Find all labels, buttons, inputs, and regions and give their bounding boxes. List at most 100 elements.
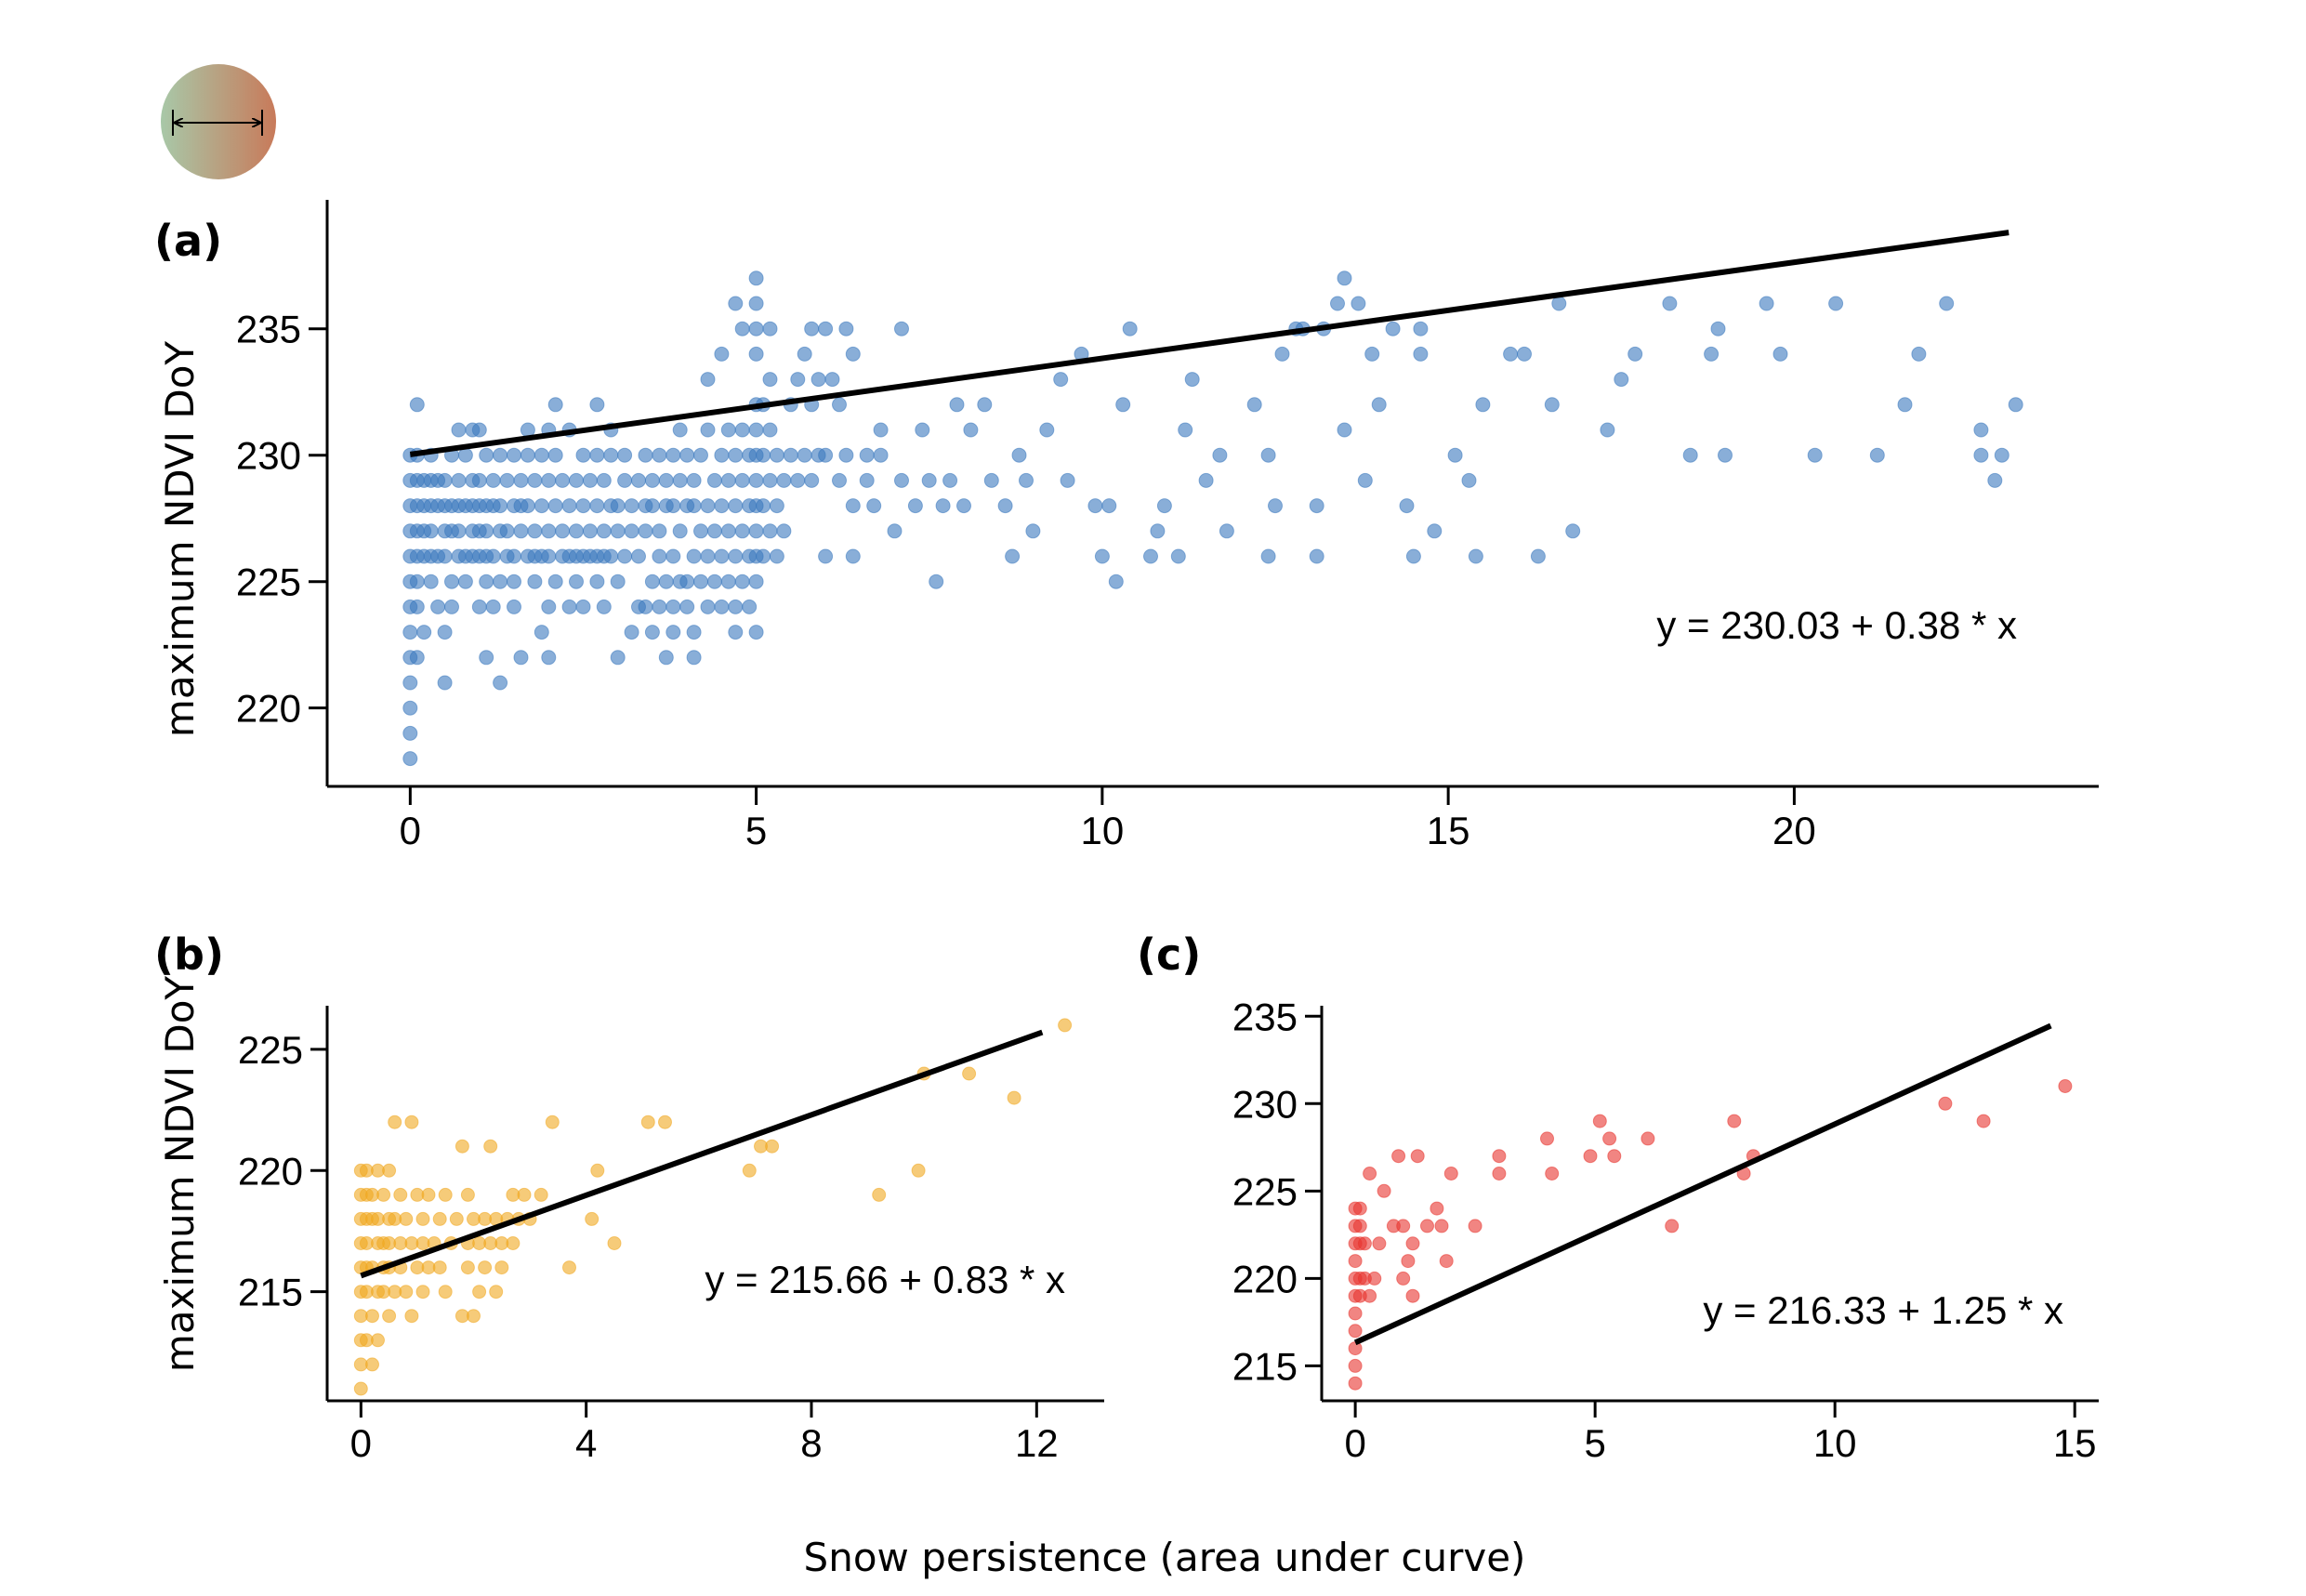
data-point: [1401, 1254, 1416, 1269]
data-point: [644, 574, 660, 589]
data-point: [493, 498, 508, 514]
data-point: [672, 523, 688, 539]
data-point: [845, 548, 861, 564]
data-point: [776, 472, 792, 488]
data-point: [748, 523, 764, 539]
data-point: [489, 1285, 504, 1299]
data-point: [1938, 1096, 1953, 1111]
data-point: [714, 447, 730, 463]
data-point: [652, 599, 667, 614]
data-point: [1976, 1114, 1991, 1128]
data-point: [506, 1236, 520, 1250]
data-point: [872, 1187, 887, 1202]
data-point: [1372, 1236, 1387, 1251]
x-tick-label: 8: [800, 1421, 822, 1465]
data-point: [769, 498, 784, 514]
data-point: [756, 548, 771, 564]
data-point: [1475, 397, 1491, 413]
data-point: [1973, 422, 1989, 438]
data-point: [638, 523, 653, 539]
data-point: [652, 523, 667, 539]
data-point: [472, 1285, 487, 1299]
x-tick-label: 20: [1772, 809, 1816, 852]
data-point: [714, 548, 730, 564]
data-point: [409, 397, 425, 413]
data-point: [1309, 498, 1324, 514]
data-point: [562, 1260, 576, 1275]
data-point: [665, 498, 681, 514]
data-point: [1184, 372, 1200, 388]
data-point: [1443, 1167, 1458, 1181]
data-point: [915, 422, 930, 438]
x-tick-label: 0: [1344, 1421, 1365, 1465]
data-point: [513, 650, 529, 666]
data-point: [631, 548, 646, 564]
data-point: [589, 574, 605, 589]
data-point: [1396, 1219, 1411, 1233]
data-point: [1058, 1018, 1073, 1033]
data-point: [569, 574, 584, 589]
data-point: [1363, 1167, 1377, 1181]
y-tick-label: 230: [1232, 1082, 1298, 1126]
data-point: [679, 574, 695, 589]
data-point: [404, 1115, 419, 1129]
data-point: [1357, 472, 1373, 488]
data-point: [1434, 1219, 1449, 1233]
data-point: [2008, 397, 2023, 413]
data-point: [1260, 548, 1276, 564]
x-tick-label: 10: [1081, 809, 1125, 852]
data-point: [432, 1211, 447, 1226]
data-point: [582, 523, 598, 539]
data-point: [983, 472, 999, 488]
data-point: [437, 625, 453, 640]
data-point: [534, 1187, 548, 1202]
data-point: [499, 472, 515, 488]
data-point: [929, 574, 944, 589]
data-point: [672, 422, 688, 438]
x-tick-label: 4: [575, 1421, 597, 1465]
data-point: [493, 447, 508, 463]
data-point: [483, 1139, 498, 1154]
panel-b-letter: (b): [154, 930, 224, 980]
data-point: [460, 1260, 475, 1275]
x-tick-label: 12: [1015, 1421, 1059, 1465]
data-point: [797, 346, 812, 362]
data-point: [728, 447, 744, 463]
data-point: [596, 472, 612, 488]
data-point: [449, 1211, 464, 1226]
data-point: [590, 1163, 605, 1178]
data-point: [603, 548, 619, 564]
data-point: [734, 472, 750, 488]
x-tick-label: 0: [400, 809, 421, 852]
data-point: [493, 574, 508, 589]
data-point: [1413, 346, 1429, 362]
data-point: [527, 523, 543, 539]
data-point: [1565, 523, 1581, 539]
panel-a-equation: y = 230.03 + 0.38 * x: [1656, 603, 2017, 647]
data-point: [589, 498, 605, 514]
data-point: [371, 1333, 385, 1348]
data-point: [404, 1309, 419, 1324]
data-point: [610, 498, 626, 514]
data-point: [438, 1285, 453, 1299]
data-point: [720, 472, 736, 488]
data-point: [1396, 1271, 1411, 1286]
data-point: [700, 422, 716, 438]
data-point: [555, 472, 571, 488]
panel-a-points: [402, 270, 2023, 767]
data-point: [665, 599, 681, 614]
data-point: [493, 675, 508, 691]
panel-c-plot-area: 0 5 10 15 215 220 225 230 235: [1232, 995, 2099, 1465]
data-point: [610, 650, 626, 666]
data-point: [353, 1381, 368, 1396]
panel-b: (b) maximum NDVI DoY 0 4 8 12 215 220 225 y = …: [154, 930, 1104, 1465]
data-point: [790, 472, 806, 488]
data-point: [541, 472, 557, 488]
data-point: [1461, 472, 1477, 488]
data-point: [1897, 397, 1913, 413]
data-point: [734, 321, 750, 336]
data-point: [478, 1260, 493, 1275]
data-point: [610, 574, 626, 589]
data-point: [963, 422, 979, 438]
data-point: [1391, 1149, 1406, 1164]
